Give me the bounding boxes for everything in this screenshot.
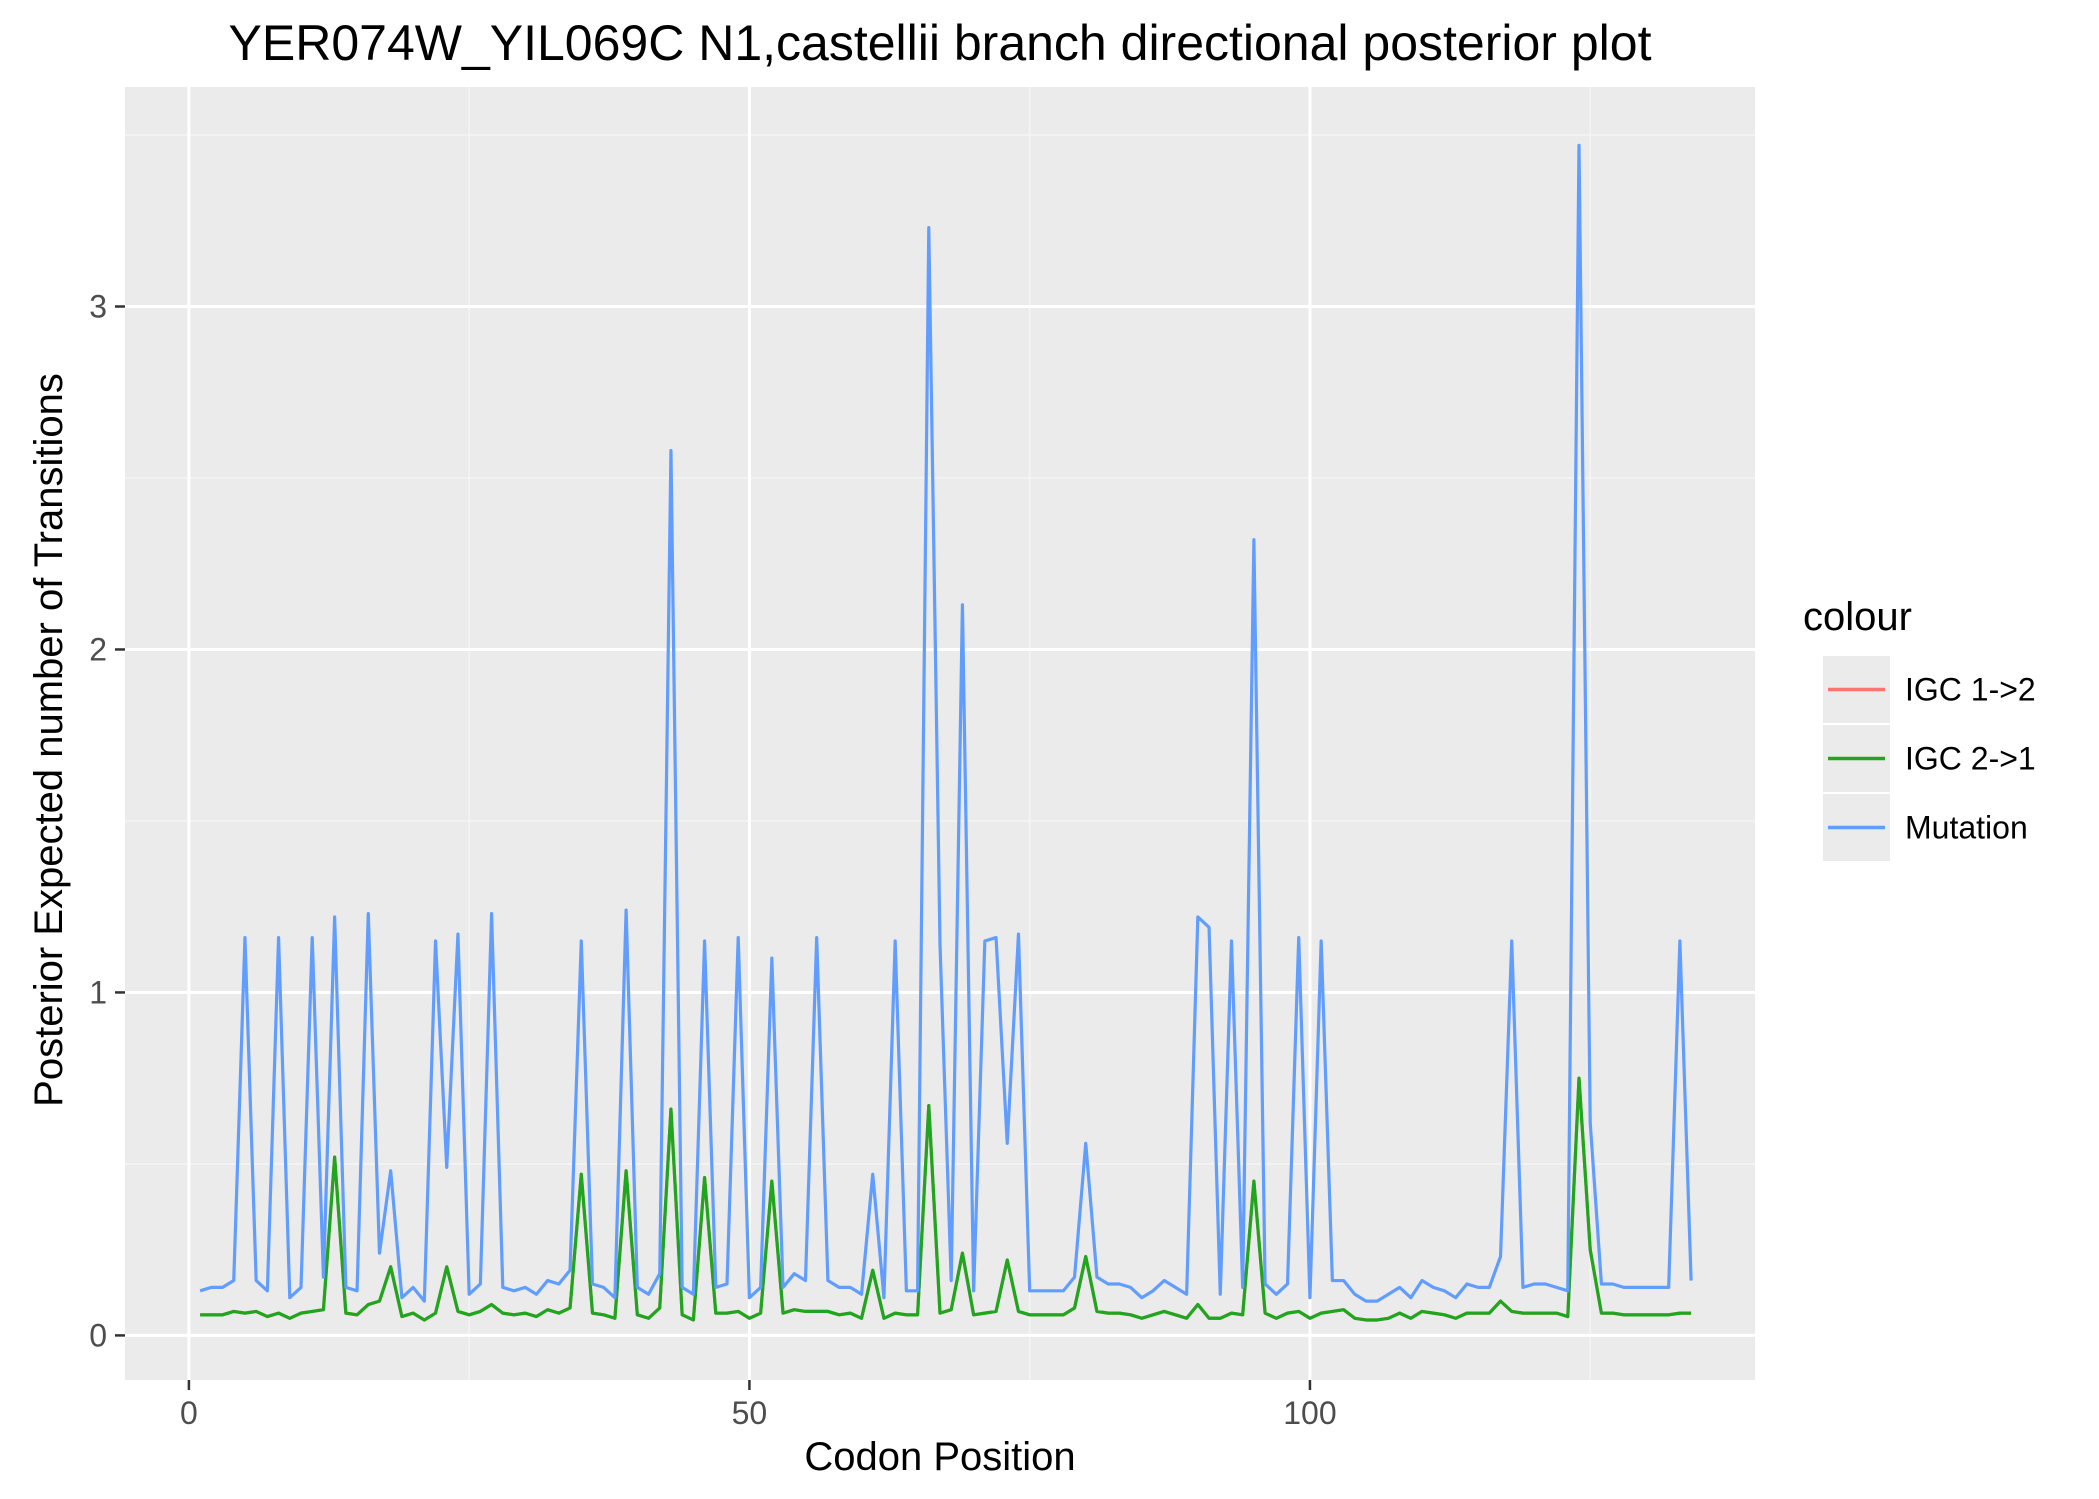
x-axis-title: Codon Position [804,1435,1075,1479]
x-tick-label: 50 [732,1395,768,1431]
series-lines [199,143,1693,1322]
major-gridlines [125,87,1755,1380]
y-tick-label: 3 [89,289,107,325]
x-tick-label: 0 [180,1395,198,1431]
x-axis-ticks: 0 50 100 [180,1380,1337,1431]
minor-gridlines [125,87,1755,1380]
y-axis-title: Posterior Expected number of Transitions [27,373,71,1107]
legend-label: IGC 2->1 [1905,741,2036,777]
legend-label: IGC 1->2 [1905,672,2036,708]
legend-title: colour [1803,595,1912,639]
legend: colour IGC 1->2 IGC 2->1 Mutation [1803,595,2036,863]
series-line-2 [199,143,1693,1303]
series-line-1 [200,1076,1692,1322]
x-tick-label: 100 [1283,1395,1336,1431]
chart-title: YER074W_YIL069C N1,castellii branch dire… [229,15,1652,71]
y-tick-label: 2 [89,631,107,667]
legend-label: Mutation [1905,810,2028,846]
plot-panel [125,87,1755,1380]
y-tick-label: 1 [89,974,107,1010]
y-tick-label: 0 [89,1317,107,1353]
y-axis-ticks: 0 1 2 3 [89,289,125,1353]
